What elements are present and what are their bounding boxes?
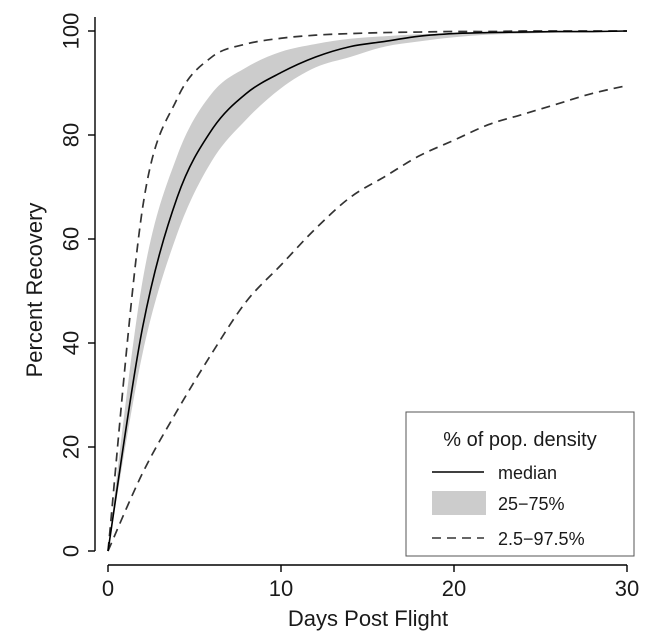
median-line xyxy=(107,30,628,552)
y-tick-label: 20 xyxy=(59,435,84,459)
y-tick-label: 80 xyxy=(59,123,84,147)
y-tick-label: 40 xyxy=(59,331,84,355)
plot-area xyxy=(107,30,628,552)
legend-median-label: median xyxy=(498,463,557,483)
legend-band-label: 25−75% xyxy=(498,494,565,514)
x-tick-label: 30 xyxy=(615,576,639,601)
x-tick-label: 0 xyxy=(102,576,114,601)
legend-box xyxy=(405,411,635,557)
x-tick-label: 20 xyxy=(442,576,466,601)
y-tick-label: 0 xyxy=(59,545,84,557)
legend-title: % of pop. density xyxy=(443,429,596,451)
legend: % of pop. density median 25−75% 2.5−97.5… xyxy=(405,411,635,557)
axes: 0 20 40 60 80 100 0 10 20 30 xyxy=(59,13,640,601)
x-axis-title: Days Post Flight xyxy=(288,606,448,631)
x-tick-label: 10 xyxy=(269,576,293,601)
dashed-line-lower xyxy=(107,84,628,552)
legend-dashed-label: 2.5−97.5% xyxy=(498,529,585,549)
y-tick-label: 100 xyxy=(59,13,84,50)
y-axis-title: Percent Recovery xyxy=(22,203,47,378)
dashed-line-upper xyxy=(107,30,627,552)
legend-band-swatch xyxy=(432,491,486,515)
y-tick-label: 60 xyxy=(59,227,84,251)
